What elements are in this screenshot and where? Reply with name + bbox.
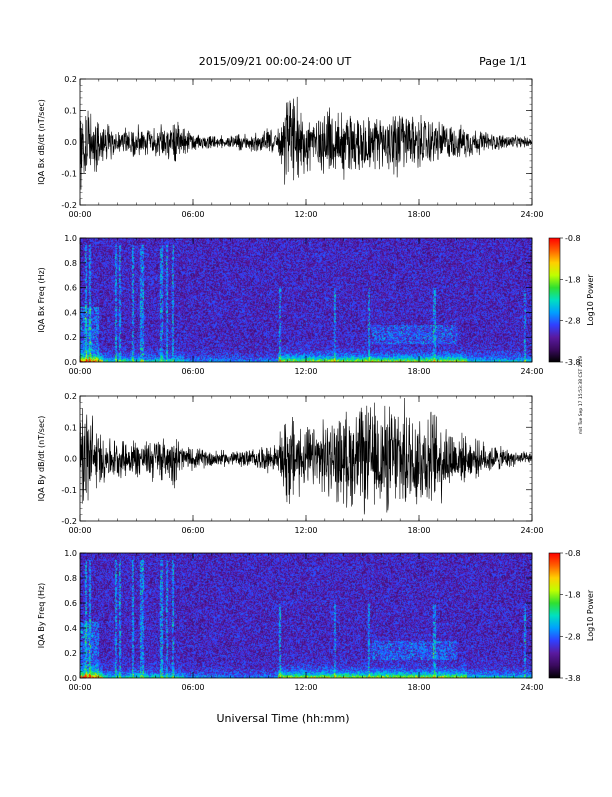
spectrogram-image: [80, 553, 532, 678]
colorbar-tick-label: -0.8: [565, 549, 581, 558]
panel-3: 00:00 06:00 12:00 18:00 24:00 0.2 0.1 0.0 -0.1 -0…: [37, 392, 544, 535]
x-tick-label: 24:00: [520, 367, 543, 376]
colorbar-tick-label: -2.8: [565, 632, 581, 641]
side-stamp: mit Tue Sep 17 15:53:38 CST 2019: [578, 356, 584, 434]
y-tick-label: 0.6: [64, 599, 77, 608]
y-axis-label: IQA Bx dB/dt (nT/sec): [37, 99, 46, 185]
panel-1: 00:00 06:00 12:00 18:00 24:00 0.2 0.1 0.0 -0.1 -0…: [37, 75, 544, 219]
y-tick-label: 0.4: [64, 624, 77, 633]
colorbar: [548, 237, 561, 363]
series-line: [79, 96, 533, 190]
y-tick-label: 1.0: [64, 234, 77, 243]
colorbar-tick-label: -0.8: [565, 234, 581, 243]
x-tick-label: 24:00: [520, 683, 543, 692]
y-tick-label: 0.6: [64, 284, 77, 293]
x-tick-label: 18:00: [407, 683, 430, 692]
page-indicator: Page 1/1: [479, 55, 527, 68]
y-tick-label: -0.2: [61, 201, 77, 210]
y-tick-label: 0.0: [64, 138, 77, 147]
y-tick-label: 0.2: [64, 392, 77, 401]
colorbar-label: Log10 Power: [586, 589, 595, 641]
x-tick-label: 06:00: [181, 367, 204, 376]
y-tick-label: -0.1: [61, 170, 77, 179]
x-tick-label: 00:00: [68, 526, 91, 535]
y-tick-label: 0.1: [64, 107, 77, 116]
x-tick-label: 18:00: [407, 210, 430, 219]
x-tick-label: 06:00: [181, 210, 204, 219]
colorbar: [548, 552, 561, 679]
x-tick-label: 12:00: [294, 210, 317, 219]
y-axis-label: IQA Bx Freq (Hz): [37, 267, 46, 333]
y-tick-label: 1.0: [64, 549, 77, 558]
y-tick-label: 0.2: [64, 333, 77, 342]
y-axis-label: IQA By Freq (Hz): [37, 583, 46, 649]
x-tick-label: 00:00: [68, 367, 91, 376]
x-tick-label: 00:00: [68, 683, 91, 692]
colorbar-tick-label: -3.8: [565, 674, 581, 683]
y-tick-label: 0.2: [64, 75, 77, 84]
figure-title: 2015/09/21 00:00-24:00 UT: [199, 55, 352, 68]
colorbar-tick-label: -2.8: [565, 317, 581, 326]
y-tick-label: -0.1: [61, 486, 77, 495]
x-tick-label: 12:00: [294, 683, 317, 692]
panels: 00:00 06:00 12:00 18:00 24:00 0.2 0.1 0.0 -0.1 -0…: [37, 75, 595, 692]
x-tick-label: 06:00: [181, 683, 204, 692]
panel-4: 00:00 06:00 12:00 18:00 24:00 1.0 0.8 0.6 0.4 0.2…: [37, 549, 544, 692]
spectrogram-4: -0.8 -1.8 -2.8 -3.8 Log10 Power: [80, 549, 595, 683]
y-tick-label: 0.1: [64, 423, 77, 432]
series-line: [79, 398, 533, 515]
panel-2: 00:00 06:00 12:00 18:00 24:00 1.0 0.8 0.6 0.4 0.2…: [37, 234, 544, 376]
y-tick-label: -0.2: [61, 517, 77, 526]
y-tick-label: 0.0: [64, 674, 77, 683]
y-tick-label: 0.8: [64, 259, 77, 268]
spectrogram-image: [80, 238, 532, 362]
y-axis-label: IQA By dB/dt (nT/sec): [37, 416, 46, 502]
y-tick-label: 0.2: [64, 649, 77, 658]
colorbar-tick-label: -1.8: [565, 591, 581, 600]
spectrogram-2: -0.8 -1.8 -2.8 -3.8 Log10 Power: [80, 234, 595, 367]
x-tick-label: 00:00: [68, 210, 91, 219]
x-tick-label: 18:00: [407, 526, 430, 535]
x-tick-label: 12:00: [294, 367, 317, 376]
x-tick-label: 18:00: [407, 367, 430, 376]
y-tick-label: 0.0: [64, 455, 77, 464]
x-tick-label: 24:00: [520, 210, 543, 219]
y-tick-label: 0.8: [64, 574, 77, 583]
x-tick-label: 24:00: [520, 526, 543, 535]
x-tick-label: 06:00: [181, 526, 204, 535]
colorbar-label: Log10 Power: [586, 274, 595, 326]
y-tick-label: 0.0: [64, 358, 77, 367]
colorbar-tick-label: -1.8: [565, 275, 581, 284]
x-tick-label: 12:00: [294, 526, 317, 535]
colorbar-tick-label: -3.8: [565, 358, 581, 367]
y-tick-label: 0.4: [64, 308, 77, 317]
x-axis-label: Universal Time (hh:mm): [217, 712, 350, 725]
